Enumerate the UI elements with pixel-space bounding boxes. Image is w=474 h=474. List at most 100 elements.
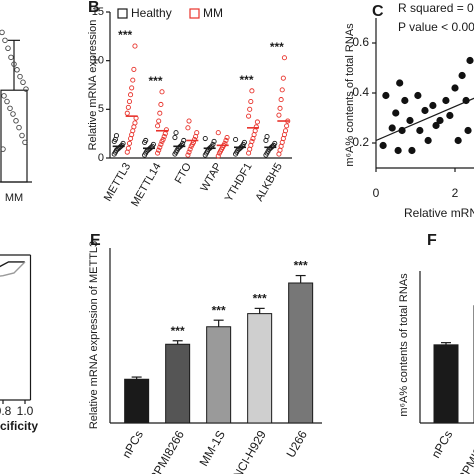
data-point [132,120,138,126]
data-point [277,105,283,111]
data-point [254,119,260,125]
bar [288,282,314,424]
roc-curve [0,261,26,277]
data-point [157,144,163,150]
y-tick-label: 15 [92,6,104,18]
data-point [272,140,278,146]
x-tick-label: FTO [173,161,195,186]
data-point [408,146,416,155]
data-point [421,106,429,115]
data-point [125,145,131,151]
x-tick-label: nPCs [119,428,146,460]
data-point [2,37,8,44]
data-point [202,135,208,142]
x-axis-label: Specificity [0,419,38,433]
significance: *** [239,73,253,87]
data-point [5,45,11,52]
bar [206,326,232,424]
x-tick-label: METTL14 [129,161,164,209]
x-tick-label: 0 [373,186,380,200]
significance: *** [270,40,284,54]
panel-label: E [90,232,101,249]
data-point [278,97,284,103]
data-point [158,141,164,147]
x-tick-label: RPMI8266 [147,428,188,474]
data-point [211,138,217,145]
data-point [4,98,10,105]
data-point [451,84,459,92]
data-point [11,61,17,67]
data-point [156,118,162,124]
bar [124,378,150,424]
annotation: P value < 0.0001 [398,20,474,34]
significance: *** [118,28,132,42]
x-tick-label: YTHDF1 [223,161,255,204]
data-point [223,137,229,144]
data-point [13,118,19,124]
data-point [249,88,255,94]
bar [247,313,273,424]
data-point [241,139,247,145]
data-point [394,146,402,155]
data-point [185,125,191,131]
fit-line [375,97,474,142]
annotation: R squared = 0 [398,1,474,15]
data-point [187,146,193,152]
data-point [406,116,414,125]
significance: *** [171,324,185,338]
data-point [23,86,29,92]
data-point [436,116,444,125]
data-point [446,111,454,120]
x-tick-label: nPCs [429,428,456,460]
y-tick-label: 0 [98,152,104,164]
y-axis-label: m⁶A% contents of total RNAs [344,23,356,167]
y-tick-label: 0.2 [352,135,369,149]
data-point [143,137,149,144]
data-point [158,101,164,108]
data-point [191,136,198,143]
data-point [157,110,163,116]
data-point [155,150,161,156]
data-point [172,135,178,141]
data-point [163,127,169,133]
legend-swatch [117,8,128,19]
data-point [464,126,472,135]
data-point [19,132,25,139]
data-point [210,141,216,147]
significance: *** [294,259,308,273]
data-point [247,106,253,112]
y-tick-label: 5 [98,103,104,115]
data-point [398,126,406,135]
x-tick-label: NCI-H929 [230,428,269,474]
x-tick-label: MM [5,192,23,204]
data-point [281,55,287,61]
x-tick-label: U266 [284,428,311,460]
data-point [156,147,162,153]
data-point [401,96,409,105]
data-point [382,91,390,100]
data-point [379,141,387,150]
data-point [215,130,221,136]
data-point [414,91,422,100]
data-point [0,29,5,36]
data-point [131,66,137,72]
data-point [132,43,138,49]
x-tick-label: 1.0 [17,404,34,418]
data-point [22,139,28,146]
data-point [126,98,133,105]
data-point [160,136,166,143]
data-point [161,134,167,140]
data-point [396,79,404,87]
x-tick-label: METTL3 [102,161,133,204]
data-point [392,109,400,117]
data-point [416,126,424,135]
data-point [14,67,20,73]
data-point [282,128,289,134]
roc-curve [0,261,25,268]
significance: *** [253,292,267,306]
bar [433,344,459,424]
data-point [284,123,290,129]
data-point [249,138,255,145]
data-point [124,110,130,116]
data-point [233,136,239,143]
